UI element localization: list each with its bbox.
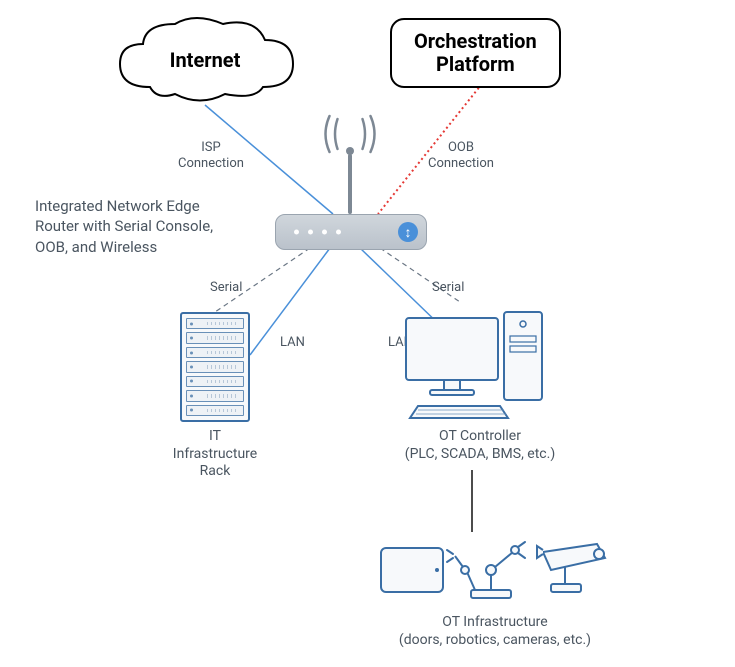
rack-caption: IT Infrastructure Rack (160, 428, 270, 481)
camera-icon (537, 544, 605, 592)
orchestration-label-1: Orchestration (414, 30, 537, 53)
internet-label: Internet (105, 48, 305, 72)
node-ot-controller (400, 302, 550, 412)
rack-caption-3: Rack (160, 463, 270, 481)
rack-caption-1: IT (160, 428, 270, 446)
edge-label-ot-serial: Serial (432, 280, 464, 296)
node-orchestration: Orchestration Platform (390, 18, 561, 88)
node-rack (180, 312, 250, 422)
router-caption: Integrated Network Edge Router with Seri… (35, 196, 213, 257)
orchestration-label-2: Platform (414, 53, 537, 76)
wifi-waves-icon (318, 114, 383, 154)
edge-label-isp: ISP Connection (178, 140, 244, 173)
rack-caption-2: Infrastructure (160, 446, 270, 464)
router-caption-2: Router with Serial Console, (35, 216, 213, 236)
edge-label-rack-serial: Serial (210, 280, 242, 296)
router-caption-3: OOB, and Wireless (35, 237, 213, 257)
ot-infra-caption: OT Infrastructure (doors, robotics, came… (375, 614, 615, 649)
robot-arm-icon (447, 542, 525, 598)
ot-infra-caption-1: OT Infrastructure (375, 614, 615, 632)
node-ot-infra (375, 532, 615, 602)
tablet-icon (381, 548, 443, 592)
node-router: ↕ (275, 214, 425, 248)
ot-infra-caption-2: (doors, robotics, cameras, etc.) (375, 632, 615, 650)
desktop-icon (400, 302, 550, 422)
node-internet: Internet (105, 12, 305, 107)
router-body-icon: ↕ (275, 214, 427, 250)
ot-controller-caption-2: (PLC, SCADA, BMS, etc.) (380, 446, 580, 464)
ot-controller-caption-1: OT Controller (380, 428, 580, 446)
router-port-icon: ↕ (398, 222, 418, 242)
edge-label-rack-lan: LAN (280, 335, 305, 351)
ot-controller-caption: OT Controller (PLC, SCADA, BMS, etc.) (380, 428, 580, 463)
router-caption-1: Integrated Network Edge (35, 196, 213, 216)
antenna-icon (348, 154, 352, 214)
edge-label-oob: OOB Connection (428, 140, 494, 173)
